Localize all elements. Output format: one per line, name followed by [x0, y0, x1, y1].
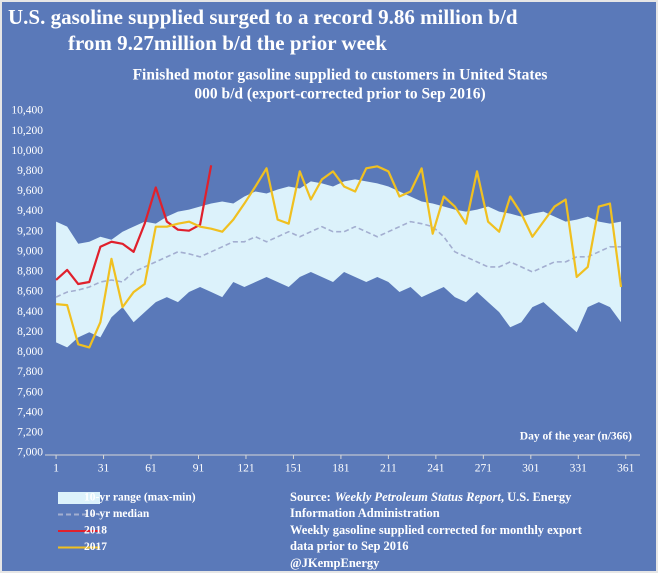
chart-subtitle: Finished motor gasoline supplied to cust… — [133, 67, 548, 84]
y-tick-label: 8,200 — [17, 326, 43, 338]
x-tick-label: 121 — [237, 463, 255, 475]
x-axis-label: Day of the year (n/366) — [520, 431, 632, 443]
note-text: @JKempEnergy — [290, 556, 380, 570]
x-tick-label: 151 — [285, 463, 303, 475]
chart-title: from 9.27million b/d the prior week — [68, 31, 387, 55]
chart-subtitle: 000 b/d (export-corrected prior to Sep 2… — [194, 86, 485, 103]
y-tick-label: 7,600 — [17, 386, 43, 398]
chart-title: U.S. gasoline supplied surged to a recor… — [8, 5, 518, 29]
y-tick-label: 10,200 — [11, 125, 43, 137]
y-tick-label: 10,000 — [11, 145, 43, 157]
series-line — [55, 220, 622, 298]
x-tick-label: 211 — [380, 463, 397, 475]
y-tick-label: 9,000 — [17, 245, 43, 257]
x-tick-label: 181 — [332, 463, 350, 475]
note-text: , U.S. Energy — [501, 490, 572, 504]
plot: 7,000 7,200 7,400 7,600 7,800 8,000 8,200 8,400… — [11, 105, 640, 475]
legend-label: 2017 — [84, 541, 107, 553]
x-tick-label: 91 — [193, 463, 205, 475]
legend: 10-yr range (max-min) 10-yr median 2018 201… — [58, 492, 196, 553]
source-note: Source: Weekly Petroleum Status Report, U… — [290, 490, 572, 504]
x-tick-label: 271 — [475, 463, 493, 475]
note-text: Weekly gasoline supplied corrected for m… — [290, 523, 583, 537]
y-tick-label: 7,200 — [17, 427, 43, 439]
y-tick-label: 9,200 — [17, 225, 43, 237]
y-tick-label: 8,400 — [17, 306, 43, 318]
y-tick-label: 7,800 — [17, 366, 43, 378]
y-tick-label: 8,600 — [17, 286, 43, 298]
series-line — [55, 165, 623, 349]
x-tick-label: 361 — [617, 463, 635, 475]
y-tick-label: 7,400 — [17, 406, 43, 418]
range-area — [56, 179, 622, 348]
note-text: data prior to Sep 2016 — [290, 539, 409, 553]
x-tick-label: 241 — [427, 463, 445, 475]
note-text: Weekly Petroleum Status Report — [335, 490, 502, 504]
legend-label: 10-yr median — [84, 508, 150, 520]
legend-label: 10-yr range (max-min) — [84, 492, 196, 504]
y-tick-label: 8,000 — [17, 346, 43, 358]
y-tick-label: 9,400 — [17, 205, 43, 217]
legend-label: 2018 — [84, 525, 107, 537]
note-text: Source: — [290, 490, 331, 504]
x-tick-label: 301 — [522, 463, 540, 475]
x-tick-label: 331 — [570, 463, 588, 475]
legend-swatch — [58, 492, 100, 504]
y-tick-label: 9,600 — [17, 185, 43, 197]
x-tick-label: 61 — [145, 463, 157, 475]
y-tick-label: 7,000 — [17, 447, 43, 459]
x-tick-label: 31 — [98, 463, 110, 475]
x-tick-label: 1 — [53, 463, 59, 475]
series-line — [55, 165, 213, 286]
note-text: Information Administration — [290, 506, 440, 520]
y-tick-label: 9,800 — [17, 165, 43, 177]
y-tick-label: 10,400 — [11, 105, 43, 117]
y-tick-label: 8,800 — [17, 266, 43, 278]
